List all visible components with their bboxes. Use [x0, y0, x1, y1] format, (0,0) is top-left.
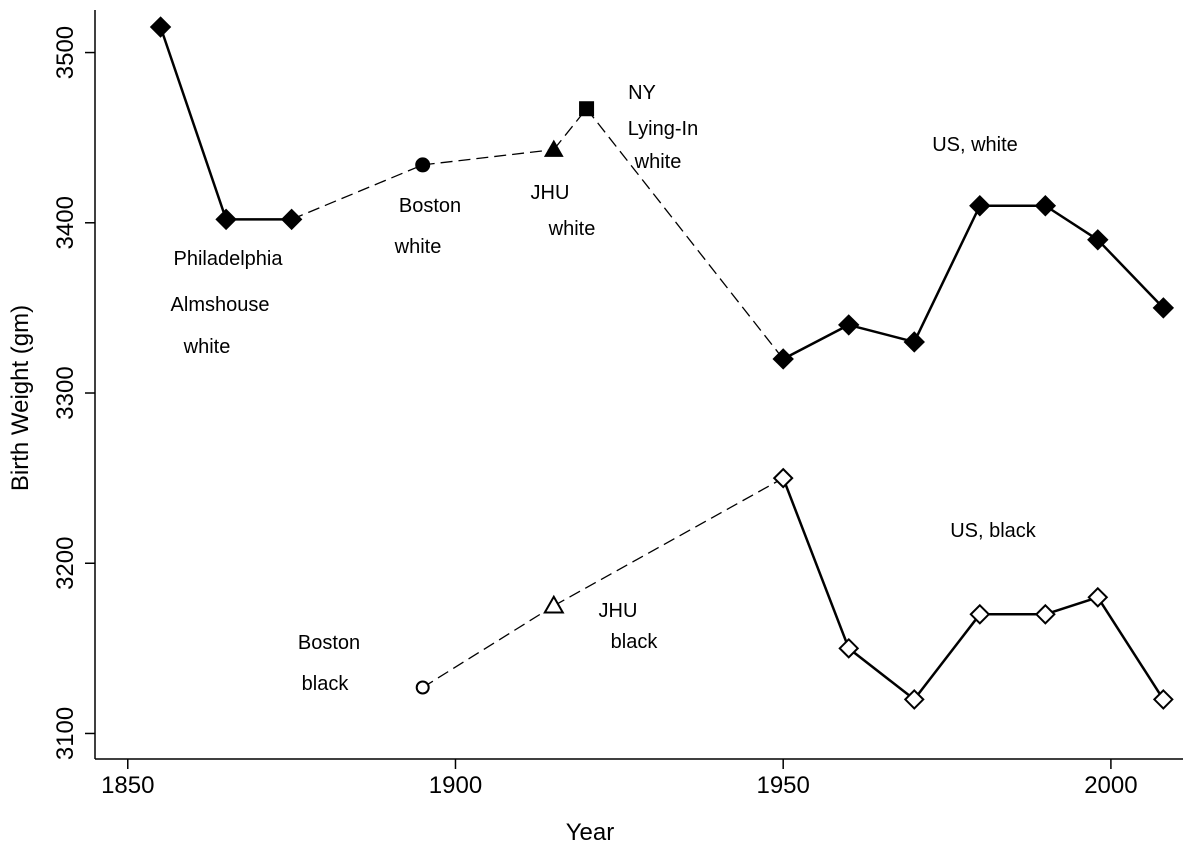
y-tick-label-3300: 3300 — [52, 366, 79, 419]
segment-usw-1960-to-usw-1970 — [848, 323, 915, 344]
annotation-boston-black-line-2: black — [302, 673, 350, 695]
marker-usw-1970 — [903, 331, 925, 353]
x-tick-label-2000: 2000 — [1084, 772, 1137, 799]
x-tick-label-1950: 1950 — [756, 772, 809, 799]
marker-phil-1875 — [280, 208, 303, 231]
segment-phil-1855-to-phil-1865 — [159, 26, 228, 220]
marker-usw-1990 — [1034, 195, 1057, 217]
marker-usw-1998 — [1087, 229, 1109, 251]
annotation-ny-white-line-2: Lying-In — [628, 118, 698, 140]
annotation-us-black-line-1: US, black — [950, 520, 1037, 542]
segment-usw-1990-to-usw-1998 — [1044, 204, 1099, 241]
marker-usb-1950 — [772, 467, 794, 489]
marker-boston-black — [415, 680, 430, 695]
annotation-ny-white-line-1: NY — [628, 82, 656, 104]
line-segments — [159, 26, 1165, 701]
x-tick-label-1900: 1900 — [429, 772, 482, 799]
marker-usb-1990 — [1034, 603, 1056, 625]
annotation-jhu-black-line-2: black — [611, 631, 659, 653]
segment-usb-1998-to-usb-2008 — [1096, 596, 1165, 701]
marker-phil-1865 — [215, 208, 237, 231]
marker-usw-2008 — [1152, 297, 1175, 319]
annotation-boston-black-line-1: Boston — [298, 632, 360, 654]
annotation-us-white-line-1: US, white — [932, 134, 1018, 156]
segment-usw-1970-to-usw-1980 — [913, 205, 981, 343]
marker-usb-2008 — [1152, 689, 1174, 710]
data-markers — [149, 16, 1175, 710]
annotation-jhu-black-line-1: JHU — [599, 600, 638, 622]
x-tick-label-1850: 1850 — [101, 772, 154, 799]
annotation-philadelphia-line-2: Almshouse — [171, 294, 270, 316]
segment-usb-1990-to-usb-1998 — [1044, 596, 1099, 616]
segment-jhu-black-to-usb-1950 — [553, 477, 784, 607]
annotation-boston-white-line-1: Boston — [399, 195, 461, 217]
y-axis-title: Birth Weight (gm) — [7, 305, 34, 491]
segment-usw-1998-to-usw-2008 — [1096, 238, 1165, 309]
segment-usb-1950-to-usb-1960 — [782, 477, 850, 649]
marker-jhu-white — [543, 139, 564, 157]
y-tick-label-3500: 3500 — [52, 26, 79, 79]
segment-usb-1970-to-usb-1980 — [913, 613, 981, 701]
annotation-jhu-white-line-1: JHU — [531, 182, 570, 204]
annotation-philadelphia-line-3: white — [183, 336, 231, 358]
marker-phil-1855 — [149, 16, 172, 38]
segment-usw-1950-to-usw-1960 — [782, 323, 850, 361]
annotation-jhu-white-line-2: white — [548, 218, 596, 240]
x-axis-title: Year — [566, 819, 615, 846]
y-tick-label-3100: 3100 — [52, 707, 79, 760]
ticks: 1850 1900 1950 2000 3100 3200 3300 3400 3500 — [52, 26, 1138, 799]
segment-boston-white-to-jhu-white — [422, 148, 554, 166]
marker-usb-1998 — [1087, 586, 1109, 608]
marker-usb-1980 — [969, 603, 991, 625]
marker-usw-1950 — [772, 348, 794, 370]
annotation-philadelphia-line-1: Philadelphia — [174, 248, 284, 270]
marker-usw-1960 — [838, 314, 860, 336]
segment-boston-black-to-jhu-black — [422, 605, 555, 689]
annotation-boston-white-line-2: white — [394, 236, 442, 258]
marker-boston-white — [415, 157, 431, 173]
y-tick-label-3200: 3200 — [52, 537, 79, 590]
axes — [94, 10, 1183, 760]
segment-usb-1960-to-usb-1970 — [847, 647, 916, 701]
marker-usb-1960 — [838, 637, 860, 659]
marker-usb-1970 — [903, 689, 925, 710]
marker-usw-1980 — [969, 195, 991, 217]
annotation-ny-white-line-3: white — [634, 151, 682, 173]
annotations: Philadelphia Almshouse white Boston white JHU… — [171, 82, 1037, 695]
segment-ny-white-to-usw-1950 — [586, 108, 784, 360]
segment-phil-1875-to-boston-white — [291, 164, 423, 220]
marker-jhu-black — [543, 594, 565, 614]
marker-ny-white — [579, 101, 595, 117]
y-tick-label-3400: 3400 — [52, 196, 79, 249]
